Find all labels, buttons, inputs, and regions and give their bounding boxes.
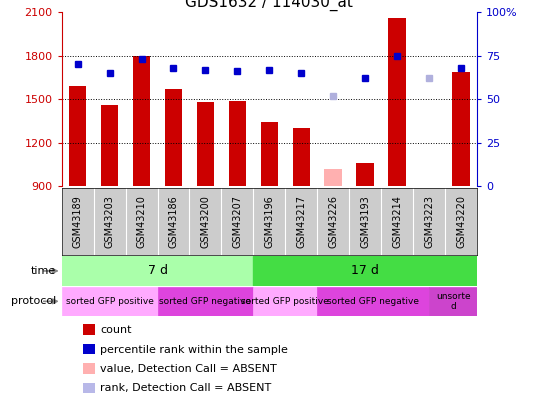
Text: unsorte
d: unsorte d xyxy=(436,292,471,311)
Text: time: time xyxy=(31,266,56,276)
Bar xyxy=(324,169,342,186)
Text: count: count xyxy=(100,325,132,335)
Text: GSM43203: GSM43203 xyxy=(105,195,115,248)
Bar xyxy=(69,86,86,186)
Text: GSM43207: GSM43207 xyxy=(233,195,242,248)
Bar xyxy=(254,287,317,316)
Text: sorted GFP negative: sorted GFP negative xyxy=(327,297,419,306)
Bar xyxy=(429,287,477,316)
Text: sorted GFP positive: sorted GFP positive xyxy=(241,297,329,306)
Bar xyxy=(317,287,429,316)
Bar xyxy=(133,56,150,186)
Text: GSM43217: GSM43217 xyxy=(296,195,306,248)
Text: GSM43220: GSM43220 xyxy=(456,195,466,248)
Bar xyxy=(260,122,278,186)
Text: 17 d: 17 d xyxy=(351,264,379,277)
Bar xyxy=(452,72,470,186)
Bar xyxy=(62,256,254,286)
Bar xyxy=(62,287,158,316)
Bar xyxy=(254,256,477,286)
Bar xyxy=(165,89,182,186)
Text: GSM43196: GSM43196 xyxy=(264,195,274,248)
Text: GSM43189: GSM43189 xyxy=(72,195,83,248)
Text: GSM43223: GSM43223 xyxy=(424,195,434,248)
Text: sorted GFP positive: sorted GFP positive xyxy=(65,297,153,306)
Bar xyxy=(356,163,374,186)
Text: value, Detection Call = ABSENT: value, Detection Call = ABSENT xyxy=(100,364,277,374)
Text: 7 d: 7 d xyxy=(147,264,168,277)
Bar xyxy=(197,102,214,186)
Text: rank, Detection Call = ABSENT: rank, Detection Call = ABSENT xyxy=(100,384,271,393)
Text: GSM43210: GSM43210 xyxy=(137,195,146,248)
Text: GSM43186: GSM43186 xyxy=(168,195,178,248)
Bar xyxy=(389,18,406,186)
Bar xyxy=(293,128,310,186)
Title: GDS1632 / 114030_at: GDS1632 / 114030_at xyxy=(185,0,353,11)
Text: GSM43226: GSM43226 xyxy=(328,195,338,248)
Text: GSM43200: GSM43200 xyxy=(200,195,211,248)
Text: protocol: protocol xyxy=(11,296,56,306)
Text: percentile rank within the sample: percentile rank within the sample xyxy=(100,345,288,354)
Bar xyxy=(228,101,246,186)
Text: GSM43193: GSM43193 xyxy=(360,195,370,248)
Text: sorted GFP negative: sorted GFP negative xyxy=(159,297,251,306)
Bar xyxy=(158,287,254,316)
Bar xyxy=(101,105,118,186)
Text: GSM43214: GSM43214 xyxy=(392,195,402,248)
